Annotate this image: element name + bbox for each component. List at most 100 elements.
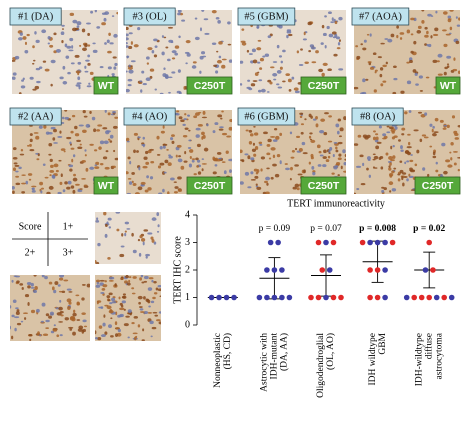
nucleus — [216, 59, 222, 64]
nucleus — [337, 174, 340, 177]
nucleus — [292, 186, 297, 190]
nucleus — [83, 184, 88, 187]
nucleus — [157, 288, 161, 292]
nucleus — [134, 192, 140, 194]
nucleus — [316, 144, 321, 149]
nucleus — [293, 87, 299, 91]
nucleus — [128, 32, 133, 35]
nucleus — [115, 333, 118, 338]
nucleus — [110, 317, 113, 320]
nucleus — [62, 81, 68, 85]
nucleus — [184, 85, 187, 90]
nucleus — [201, 10, 205, 12]
nucleus — [211, 42, 217, 45]
nucleus — [254, 146, 259, 150]
nucleus — [340, 165, 343, 170]
nucleus — [423, 136, 429, 139]
nucleus — [334, 33, 338, 38]
nucleus — [157, 224, 160, 228]
nucleus — [343, 161, 346, 166]
nucleus — [140, 275, 144, 278]
nucleus — [114, 283, 117, 287]
nucleus — [266, 152, 271, 156]
nucleus — [70, 185, 75, 189]
nucleus — [435, 161, 438, 165]
nucleus — [28, 334, 33, 337]
nucleus — [44, 68, 50, 72]
nucleus — [145, 77, 151, 82]
nucleus — [124, 280, 128, 284]
nucleus — [95, 279, 101, 283]
nucleus — [158, 321, 161, 325]
nucleus — [456, 24, 460, 27]
nucleus — [12, 76, 16, 80]
nucleus — [450, 157, 453, 161]
genotype-box — [300, 76, 347, 95]
nucleus — [76, 21, 82, 26]
x-tick-label: Nonneoplastic — [213, 333, 223, 388]
nucleus — [434, 27, 439, 32]
nucleus — [375, 136, 379, 141]
nucleus — [130, 41, 133, 45]
nucleus — [126, 70, 128, 73]
nucleus — [170, 137, 174, 141]
data-point — [256, 294, 263, 301]
nucleus — [143, 280, 148, 283]
nucleus — [259, 143, 263, 146]
nucleus — [287, 78, 292, 83]
nucleus — [374, 139, 379, 143]
nucleus — [221, 110, 224, 113]
genotype-label: C250T — [194, 80, 226, 92]
nucleus — [178, 116, 183, 120]
nucleus — [185, 39, 191, 44]
nucleus — [424, 43, 428, 46]
nucleus — [399, 37, 403, 40]
nucleus — [455, 16, 458, 19]
nucleus — [31, 185, 37, 188]
nucleus — [374, 69, 378, 72]
nucleus — [112, 110, 116, 114]
nucleus — [108, 324, 112, 329]
nucleus — [48, 315, 53, 319]
nucleus — [79, 143, 82, 146]
nucleus — [138, 306, 143, 308]
data-point — [264, 294, 270, 301]
nucleus — [68, 291, 73, 293]
nucleus — [272, 139, 278, 142]
nucleus — [308, 161, 311, 165]
panel-label: #4 (AO) — [132, 111, 168, 122]
nucleus — [381, 189, 385, 193]
nucleus — [72, 312, 77, 317]
nucleus — [62, 65, 66, 70]
nucleus — [15, 307, 19, 310]
nucleus — [162, 143, 168, 146]
nucleus — [337, 41, 341, 46]
nucleus — [18, 92, 22, 94]
panel-label-box — [9, 107, 62, 126]
nucleus — [132, 183, 137, 187]
nucleus — [338, 135, 342, 138]
nucleus — [452, 68, 458, 72]
nucleus — [257, 61, 261, 64]
nucleus — [401, 176, 404, 181]
nucleus — [406, 61, 410, 64]
nucleus — [424, 112, 428, 116]
nucleus — [103, 140, 109, 145]
nucleus — [160, 130, 165, 134]
nucleus — [72, 177, 78, 182]
nucleus — [50, 83, 53, 87]
nucleus — [84, 154, 87, 157]
nucleus — [247, 186, 252, 189]
nucleus — [131, 180, 134, 184]
y-tick-label: 0 — [185, 319, 190, 330]
nucleus — [109, 42, 114, 45]
nucleus — [126, 171, 129, 175]
data-point — [323, 294, 329, 301]
nucleus — [282, 80, 286, 83]
nucleus — [184, 113, 187, 116]
nucleus — [270, 66, 275, 69]
nucleus — [142, 241, 145, 246]
nucleus — [390, 159, 395, 162]
nucleus — [388, 165, 391, 168]
nucleus — [161, 35, 164, 38]
